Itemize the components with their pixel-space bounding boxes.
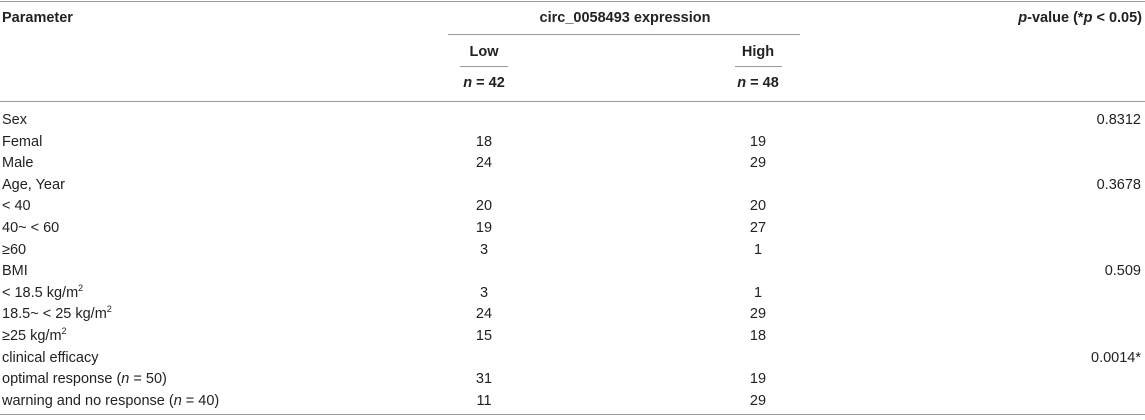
italic-n: n [173, 392, 182, 409]
header-n-low: n = 42 [463, 73, 505, 93]
text: < 18.5 kg/m [2, 284, 79, 301]
row-label: clinical efficacy [2, 349, 99, 366]
header-parameter: Parameter [2, 10, 73, 26]
row-label: < 18.5 kg/m2 [2, 283, 83, 303]
top-rule [0, 1, 1145, 2]
row-label: ≥25 kg/m2 [2, 326, 67, 346]
text: ≥25 kg/m [2, 328, 62, 344]
header-group: circ_0058493 expression [539, 10, 711, 26]
cell-p: 0.0014* [1091, 349, 1141, 366]
bottom-rule [0, 414, 1145, 415]
header-low: Low [469, 44, 499, 60]
text: -value (* [1027, 10, 1084, 26]
row-label: optimal response (n = 50) [2, 369, 167, 389]
high-rule [735, 66, 782, 67]
cell-low: 18 [475, 133, 493, 150]
row-label: Sex [2, 112, 27, 128]
text: optimal response ( [2, 371, 122, 388]
cell-low: 24 [475, 306, 493, 323]
group-rule [448, 34, 800, 35]
cell-low: 15 [475, 328, 493, 344]
text: = 50) [129, 371, 167, 388]
header-rule [0, 101, 1145, 102]
row-label: Femal [2, 133, 43, 150]
cell-low: 19 [475, 220, 493, 236]
cell-low: 3 [479, 241, 489, 258]
low-rule [460, 66, 508, 67]
italic-n: n [737, 75, 747, 91]
header-n-high: n = 48 [737, 73, 779, 93]
row-label: Age, Year [2, 176, 65, 193]
text: warning and no response ( [2, 392, 174, 409]
cell-low: 24 [475, 155, 493, 172]
cell-low: 3 [479, 284, 489, 301]
text: = 40) [181, 392, 220, 409]
row-label: Male [2, 155, 34, 172]
text: = 42 [472, 75, 505, 91]
cell-high: 1 [753, 241, 763, 258]
cell-low: 11 [476, 392, 492, 409]
text: = 48 [746, 75, 779, 91]
cell-high: 29 [749, 392, 767, 409]
italic-n: n [463, 75, 473, 91]
cell-p: 0.509 [1104, 263, 1141, 280]
row-label: BMI [2, 263, 28, 280]
header-pvalue: p-value (*p < 0.05) [1018, 8, 1142, 28]
row-label: warning and no response (n = 40) [2, 391, 219, 411]
cell-high: 29 [749, 306, 767, 323]
text: < 0.05) [1092, 10, 1142, 26]
italic-n: n [121, 371, 130, 388]
cell-high: 18 [749, 328, 767, 344]
text: 18.5~ < 25 kg/m [2, 306, 107, 323]
cell-high: 19 [749, 371, 767, 388]
cell-high: 29 [749, 155, 767, 172]
row-label: 18.5~ < 25 kg/m2 [2, 304, 112, 324]
superscript: 2 [106, 304, 112, 315]
italic-p: p [1018, 10, 1028, 26]
italic-p: p [1083, 10, 1093, 26]
cell-p: 0.3678 [1096, 176, 1141, 193]
superscript: 2 [61, 326, 67, 337]
cell-high: 27 [749, 220, 767, 236]
cell-high: 19 [749, 133, 767, 150]
cell-high: 1 [753, 284, 763, 301]
superscript: 2 [78, 282, 84, 293]
cell-high: 20 [749, 198, 767, 215]
cell-low: 31 [475, 371, 493, 388]
row-label: 40~ < 60 [2, 220, 60, 236]
row-label: ≥60 [2, 241, 27, 258]
cell-p: 0.8312 [1096, 112, 1141, 128]
header-high: High [741, 44, 775, 60]
cell-low: 20 [475, 198, 493, 215]
row-label: < 40 [2, 198, 31, 215]
